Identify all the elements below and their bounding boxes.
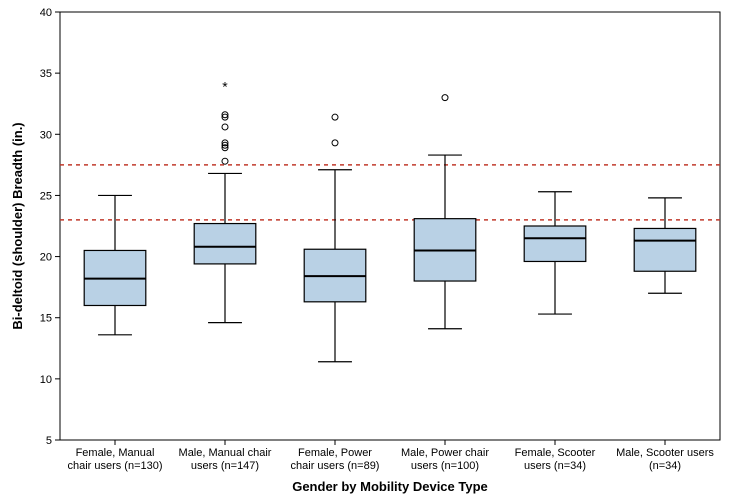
x-category-label: chair users (n=89)	[291, 460, 380, 472]
y-tick-label: 35	[40, 68, 52, 80]
y-tick-label: 25	[40, 190, 52, 202]
x-category-label: users (n=147)	[191, 460, 259, 472]
x-category-label: Female, Power	[298, 447, 372, 459]
y-tick-label: 30	[40, 129, 52, 141]
box	[194, 224, 256, 264]
extreme-marker: *	[222, 78, 228, 94]
x-axis-label: Gender by Mobility Device Type	[292, 479, 488, 494]
x-category-label: users (n=100)	[411, 460, 479, 472]
x-category-label: chair users (n=130)	[67, 460, 162, 472]
box	[634, 228, 696, 271]
x-category-label: Male, Power chair	[401, 447, 489, 459]
y-tick-label: 10	[40, 374, 52, 386]
x-category-label: Female, Manual	[76, 447, 155, 459]
y-tick-label: 5	[46, 435, 52, 447]
y-tick-label: 40	[40, 7, 52, 19]
x-category-label: users (n=34)	[524, 460, 586, 472]
box	[524, 226, 586, 261]
x-category-label: Male, Scooter users	[616, 447, 714, 459]
boxplot-chart: 5 10 15 20 25 30 35 40 Bi-deltoid (shoulder) Bre…	[0, 0, 734, 501]
y-axis-label: Bi-deltoid (shoulder) Breadth (in.)	[10, 122, 25, 329]
x-category-label: (n=34)	[649, 460, 681, 472]
x-category-label: Male, Manual chair	[179, 447, 272, 459]
y-tick-label: 20	[40, 252, 52, 264]
y-tick-label: 15	[40, 313, 52, 325]
x-category-label: Female, Scooter	[515, 447, 596, 459]
